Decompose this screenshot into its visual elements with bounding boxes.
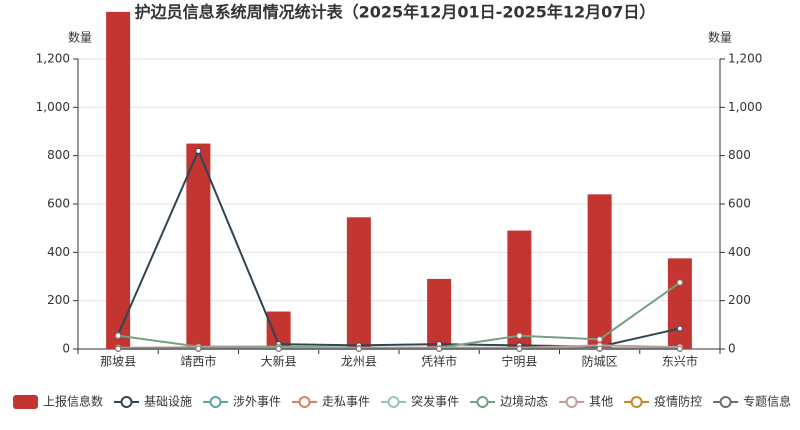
line-point [355, 345, 362, 352]
line-point [436, 345, 443, 352]
bar [587, 194, 612, 349]
line-point [275, 345, 282, 352]
legend-label: 边境动态 [500, 394, 548, 409]
chart-title: 护边员信息系统周情况统计表（2025年12月01日-2025年12月07日） [135, 3, 656, 22]
legend-label: 突发事件 [411, 394, 459, 409]
legend-icon [630, 396, 643, 408]
line-point [516, 345, 523, 352]
line-point [195, 345, 202, 352]
y-tick-label: 800 [47, 148, 70, 162]
line-point [676, 325, 683, 332]
legend-icon [719, 396, 732, 408]
legend-label: 基础设施 [144, 395, 192, 409]
legend-icon [120, 396, 133, 408]
y2-tick-label: 1,000 [728, 100, 762, 114]
y2-tick-label: 600 [728, 197, 751, 211]
line-point [115, 345, 122, 352]
x-tick-label: 东兴市 [662, 354, 698, 369]
x-tick-label: 防城区 [582, 354, 618, 369]
y2-tick-label: 0 [728, 342, 736, 356]
line-point [676, 279, 683, 286]
x-tick-label: 大新县 [261, 354, 297, 369]
line-point [516, 332, 523, 339]
legend-icon [565, 396, 578, 408]
y2-tick-label: 800 [728, 148, 751, 162]
line-point [676, 345, 683, 352]
bar [106, 11, 131, 349]
bar [186, 143, 211, 349]
x-tick-label: 靖西市 [180, 354, 216, 369]
legend-label: 其他 [589, 395, 613, 409]
legend-icon [13, 395, 38, 409]
legend-icon [387, 396, 400, 408]
legend-label: 涉外事件 [233, 395, 281, 409]
bar [427, 278, 452, 349]
legend-icon [298, 396, 311, 408]
line-point [195, 147, 202, 154]
line-point [115, 332, 122, 339]
legend-label: 走私事件 [322, 395, 370, 409]
y-tick-label: 200 [47, 293, 70, 307]
x-tick-label: 龙州县 [341, 355, 377, 369]
legend-label: 上报信息数 [43, 394, 103, 409]
legend-icon [209, 396, 222, 408]
x-tick-label: 宁明县 [501, 354, 537, 369]
bar [667, 258, 692, 349]
y2-tick-label: 400 [728, 245, 751, 259]
y2-tick-label: 200 [728, 293, 751, 307]
line-point [596, 345, 603, 352]
line-point [596, 336, 603, 343]
legend-label: 疫情防控 [654, 394, 702, 409]
y2-tick-label: 1,200 [728, 52, 762, 66]
y-tick-label: 1,200 [36, 52, 70, 66]
bar [346, 217, 371, 349]
y-tick-label: 400 [47, 245, 70, 259]
y-tick-label: 600 [47, 197, 70, 211]
x-tick-label: 那坡县 [100, 355, 136, 369]
y-tick-label: 1,000 [36, 100, 70, 114]
legend-label: 专题信息 [743, 394, 791, 409]
x-tick-label: 凭祥市 [421, 354, 457, 369]
y2-axis-label: 数量 [708, 30, 732, 45]
y-tick-label: 0 [62, 342, 70, 356]
bar [507, 230, 532, 349]
legend-icon [476, 396, 489, 408]
y-axis-label: 数量 [68, 30, 92, 45]
